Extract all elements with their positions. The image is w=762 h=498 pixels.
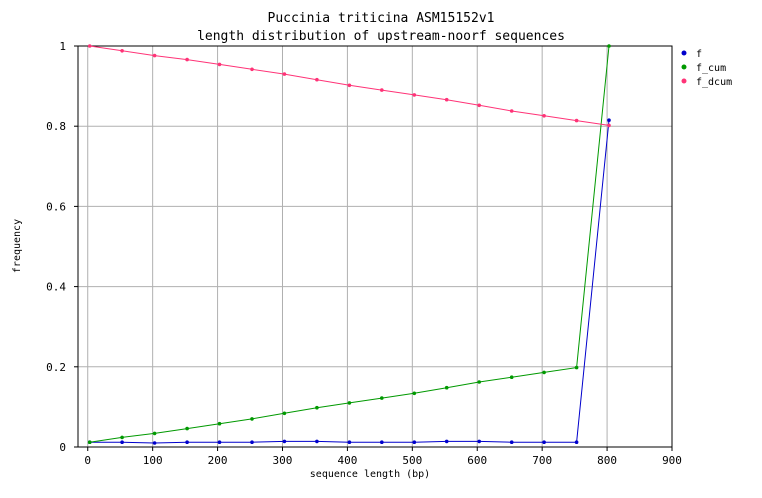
x-tick-label: 300 — [273, 454, 293, 467]
data-point-f — [444, 439, 449, 444]
data-point-f — [607, 118, 611, 122]
y-tick-label: 0.8 — [46, 120, 66, 133]
chart-title: Puccinia triticina ASM15152v1 — [268, 11, 495, 26]
x-tick-label: 600 — [467, 454, 487, 467]
plot-area-border — [77, 45, 673, 448]
x-tick-label: 700 — [532, 454, 552, 467]
data-point-f_cum — [87, 440, 92, 445]
data-point-f_cum — [347, 401, 352, 405]
data-point-f_dcum — [347, 83, 352, 88]
data-point-f_cum — [282, 411, 287, 416]
data-point-f — [250, 440, 254, 445]
data-point-f — [217, 440, 222, 445]
y-tick-label: 0 — [59, 441, 66, 454]
data-point-f_dcum — [444, 97, 449, 102]
x-tick-label: 900 — [662, 454, 682, 467]
data-point-f_cum — [120, 435, 124, 440]
data-point-f — [380, 440, 384, 445]
x-tick-label: 400 — [337, 454, 357, 467]
data-point-f_dcum — [607, 123, 611, 128]
data-point-f — [542, 440, 546, 445]
data-point-f_dcum — [509, 109, 514, 113]
series-f_dcum — [87, 44, 611, 128]
data-point-f_cum — [250, 417, 254, 421]
data-point-f_dcum — [542, 114, 546, 118]
x-axis-label: sequence length (bp) — [310, 469, 430, 480]
chart-subtitle: length distribution of upstream-noorf se… — [197, 29, 565, 44]
data-point-f_dcum — [477, 103, 482, 108]
y-axis-label: frequency — [12, 219, 23, 273]
axis-ticks: 0 100 200 300 400 500 600 700 800 900 0 0.2 0.4 0.6 0.… — [46, 40, 682, 467]
data-point-f — [574, 440, 579, 445]
data-point-f — [509, 440, 514, 445]
y-tick-label: 0.2 — [46, 361, 66, 374]
data-point-f_dcum — [282, 72, 287, 76]
legend-label-f_cum: f_cum — [696, 63, 726, 74]
data-point-f_cum — [152, 431, 157, 436]
data-point-f — [152, 441, 157, 445]
data-point-f — [282, 439, 287, 444]
data-point-f_cum — [185, 426, 189, 431]
data-point-f — [347, 440, 352, 445]
y-tick-label: 1 — [59, 40, 66, 53]
x-tick-label: 100 — [143, 454, 163, 467]
data-point-f_dcum — [250, 67, 254, 72]
data-point-f_cum — [380, 396, 384, 400]
y-tick-label: 0.6 — [46, 200, 66, 213]
data-point-f_dcum — [120, 49, 124, 53]
series-f_cum — [87, 44, 611, 445]
data-point-f_cum — [217, 421, 222, 426]
data-point-f_dcum — [574, 118, 579, 123]
legend-marker-f_cum — [681, 64, 687, 70]
x-tick-label: 500 — [402, 454, 422, 467]
series-layer — [87, 44, 611, 445]
data-point-f_cum — [412, 391, 417, 396]
legend: f f_cum f_dcum — [681, 49, 732, 88]
data-point-f_dcum — [87, 44, 92, 48]
data-point-f_cum — [509, 375, 514, 380]
data-point-f_dcum — [380, 88, 384, 92]
series-line-f_cum — [89, 45, 610, 443]
legend-label-f_dcum: f_dcum — [696, 77, 732, 88]
legend-marker-f_dcum — [681, 78, 687, 84]
data-point-f_cum — [315, 405, 319, 410]
grid — [78, 45, 673, 448]
data-point-f — [120, 440, 124, 445]
x-tick-label: 800 — [597, 454, 617, 467]
data-point-f_cum — [607, 44, 611, 48]
series-line-f — [89, 120, 610, 444]
legend-marker-f — [681, 50, 687, 56]
data-point-f_cum — [542, 370, 546, 375]
data-point-f — [315, 439, 319, 444]
data-point-f_dcum — [185, 57, 189, 62]
data-point-f_cum — [444, 385, 449, 390]
data-point-f_dcum — [315, 77, 319, 82]
series-f — [87, 118, 611, 445]
data-point-f_dcum — [217, 62, 222, 67]
data-point-f_dcum — [412, 93, 417, 97]
data-point-f — [185, 440, 189, 445]
x-tick-label: 200 — [208, 454, 228, 467]
data-point-f_cum — [477, 380, 482, 384]
x-tick-label: 0 — [84, 454, 91, 467]
y-tick-label: 0.4 — [46, 281, 66, 294]
legend-label-f: f — [696, 49, 702, 60]
data-point-f — [412, 440, 417, 445]
data-point-f_dcum — [152, 53, 157, 58]
data-point-f_cum — [574, 365, 579, 370]
data-point-f — [477, 439, 482, 444]
